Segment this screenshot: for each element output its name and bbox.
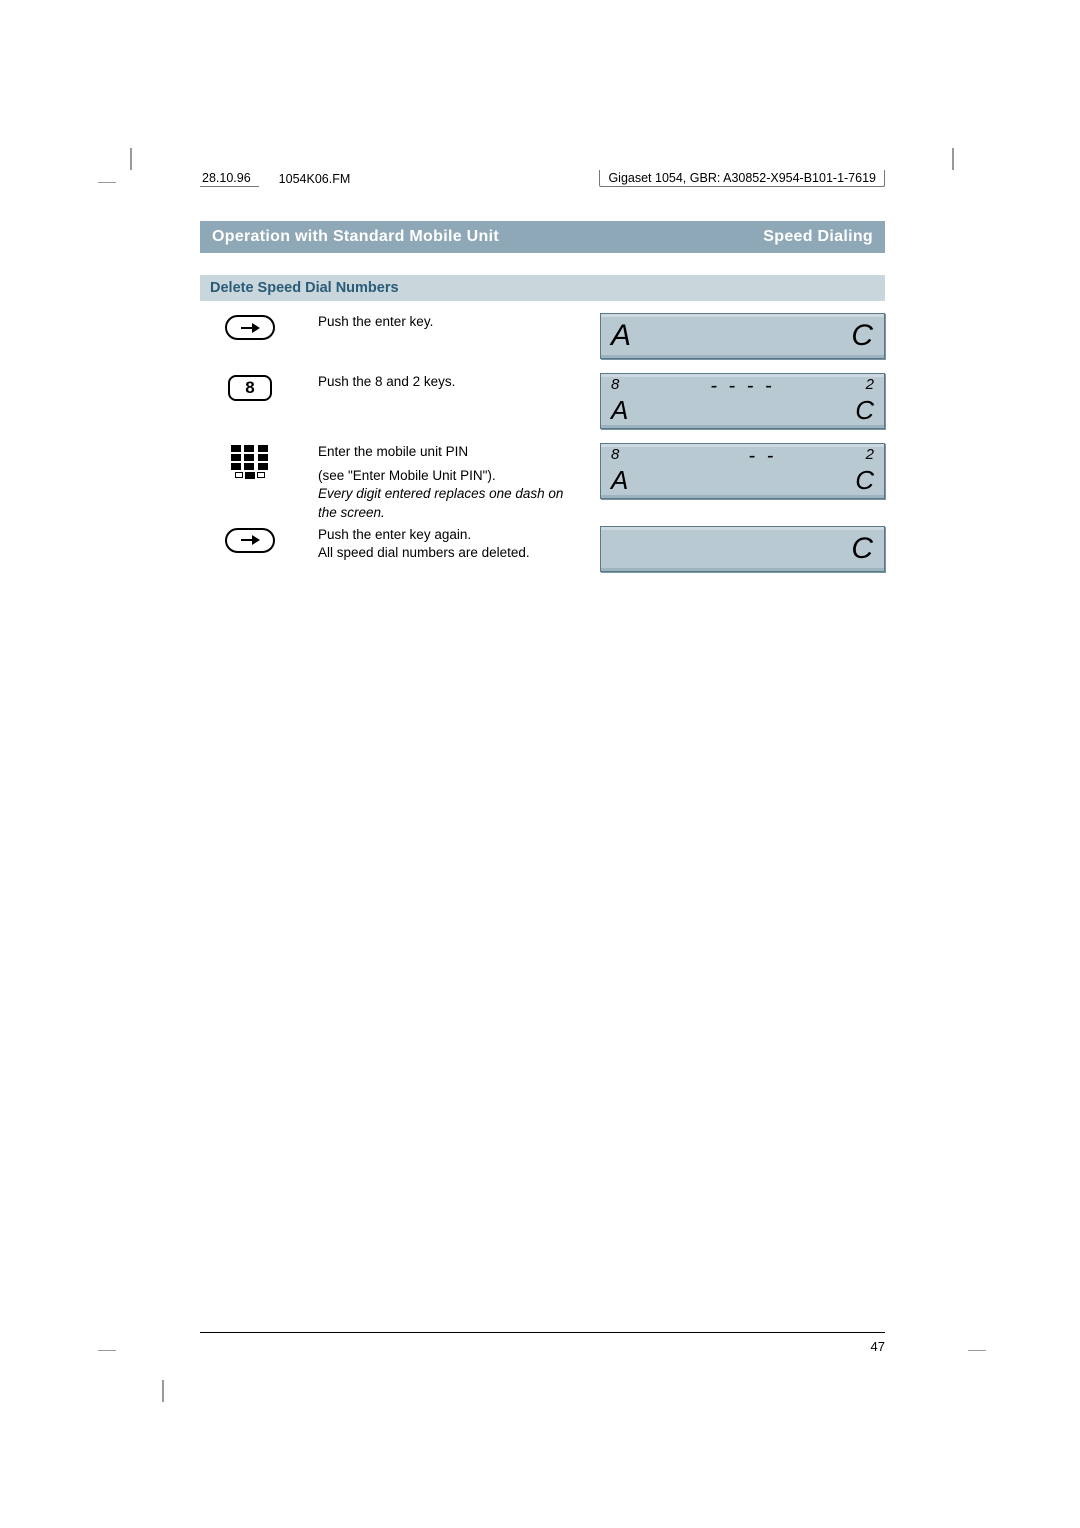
document-metadata: 28.10.96 1054K06.FM Gigaset 1054, GBR: A… — [200, 170, 885, 189]
key-column: 8 — [200, 373, 300, 401]
crop-mark — [130, 148, 132, 170]
lcd-display: 8 - - 2 A C — [600, 443, 885, 499]
text-line: Push the 8 and 2 keys. — [318, 373, 568, 391]
meta-doc-id: Gigaset 1054, GBR: A30852-X954-B101-1-76… — [599, 170, 885, 187]
crop-mark — [952, 148, 954, 170]
text-line: (see "Enter Mobile Unit PIN"). — [318, 467, 568, 485]
display-left: A — [611, 319, 632, 353]
digit-8-key-icon: 8 — [228, 375, 272, 401]
display-right: C — [851, 319, 874, 353]
text-line: Push the enter key again. — [318, 526, 568, 544]
enter-key-icon — [225, 528, 275, 553]
chapter-title-bar: Operation with Standard Mobile Unit Spee… — [200, 221, 885, 253]
key-column — [200, 443, 300, 479]
manual-page: 28.10.96 1054K06.FM Gigaset 1054, GBR: A… — [200, 170, 885, 1354]
section-heading: Delete Speed Dial Numbers — [200, 275, 885, 301]
display-bot-right: C — [855, 465, 874, 496]
crop-mark — [162, 1380, 164, 1402]
key-column — [200, 313, 300, 340]
step-row: Enter the mobile unit PIN (see "Enter Mo… — [200, 443, 885, 522]
crop-mark — [98, 1350, 116, 1351]
chapter-title: Operation with Standard Mobile Unit — [212, 228, 499, 246]
display-bot-left: A — [611, 465, 628, 496]
step-row: 8 Push the 8 and 2 keys. 8 - - - - 2 A C — [200, 373, 885, 429]
text-line: Push the enter key. — [318, 313, 568, 331]
instruction-text: Push the 8 and 2 keys. — [318, 373, 568, 391]
arrow-icon — [241, 535, 260, 545]
text-line: All speed dial numbers are deleted. — [318, 544, 568, 562]
display-column: C — [600, 526, 885, 572]
crop-mark — [98, 182, 116, 183]
display-column: A C — [600, 313, 885, 359]
instruction-text: Enter the mobile unit PIN (see "Enter Mo… — [318, 443, 568, 522]
display-column: 8 - - 2 A C — [600, 443, 885, 499]
instruction-text: Push the enter key again. All speed dial… — [318, 526, 568, 562]
display-column: 8 - - - - 2 A C — [600, 373, 885, 429]
meta-date: 28.10.96 — [200, 171, 259, 187]
text-line: Enter the mobile unit PIN — [318, 443, 568, 461]
key-column — [200, 526, 300, 553]
step-row: Push the enter key. A C — [200, 313, 885, 359]
key-label: 8 — [245, 378, 254, 398]
instruction-steps: Push the enter key. A C 8 Push the 8 and… — [200, 313, 885, 572]
keypad-icon — [231, 445, 269, 479]
step-row: Push the enter key again. All speed dial… — [200, 526, 885, 572]
crop-mark — [968, 1350, 986, 1351]
meta-filename: 1054K06.FM — [279, 172, 351, 186]
instruction-text: Push the enter key. — [318, 313, 568, 331]
enter-key-icon — [225, 315, 275, 340]
lcd-display: A C — [600, 313, 885, 359]
lcd-display: C — [600, 526, 885, 572]
display-bot-right: C — [855, 395, 874, 426]
display-bot-left: A — [611, 395, 628, 426]
chapter-subtitle: Speed Dialing — [763, 228, 873, 246]
arrow-icon — [241, 323, 260, 333]
lcd-display: 8 - - - - 2 A C — [600, 373, 885, 429]
text-line-italic: Every digit entered replaces one dash on… — [318, 485, 568, 521]
page-number: 47 — [200, 1332, 885, 1354]
display-right: C — [851, 532, 874, 566]
